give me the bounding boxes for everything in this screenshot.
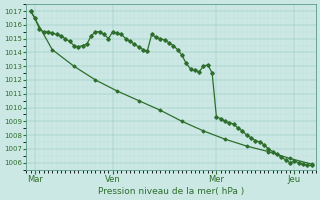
X-axis label: Pression niveau de la mer( hPa ): Pression niveau de la mer( hPa ) xyxy=(98,187,244,196)
